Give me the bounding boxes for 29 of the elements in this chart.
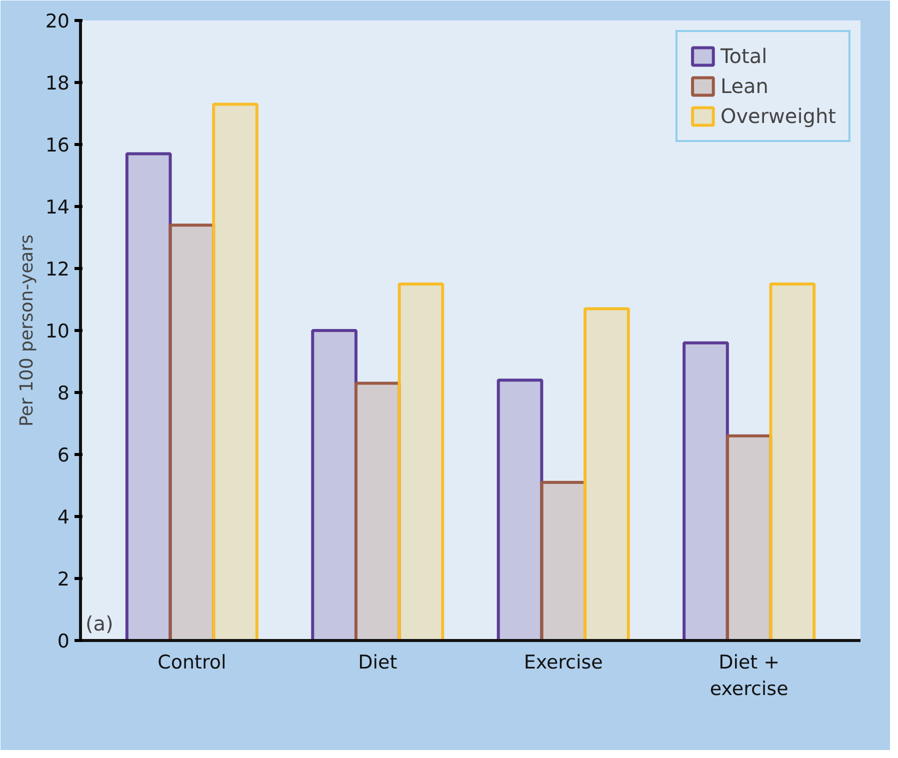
bar [212, 102, 258, 640]
bar [584, 307, 630, 640]
annotation: (a) [86, 612, 114, 636]
legend-label: Lean [720, 74, 768, 98]
y-tick-label: 0 [57, 630, 70, 652]
y-tick-label: 8 [57, 382, 70, 404]
y-tick-label: 20 [45, 10, 70, 32]
bar [311, 329, 358, 640]
x-tick-label: Diet + exercise [710, 652, 788, 700]
y-tick-label: 4 [57, 506, 70, 528]
y-tick-label: 2 [57, 568, 70, 590]
x-tick-label: Control [158, 652, 226, 674]
y-tick-label: 12 [45, 258, 70, 280]
y-tick-label: 6 [57, 444, 70, 466]
y-tick-label: 10 [45, 320, 70, 342]
bar [769, 282, 816, 640]
legend-label: Total [720, 44, 768, 68]
x-tick-label: Exercise [524, 652, 603, 674]
y-tick-label: 14 [45, 196, 70, 218]
legend-label: Overweight [720, 104, 836, 128]
y-axis-title: Per 100 person-years [16, 234, 38, 426]
y-tick-label: 18 [45, 72, 70, 94]
bar [682, 341, 729, 640]
bar [125, 152, 172, 640]
y-tick-label: 16 [45, 134, 70, 156]
bar [496, 378, 544, 640]
bar [398, 282, 444, 640]
x-tick-label: Diet [358, 652, 398, 674]
bar [354, 382, 401, 640]
